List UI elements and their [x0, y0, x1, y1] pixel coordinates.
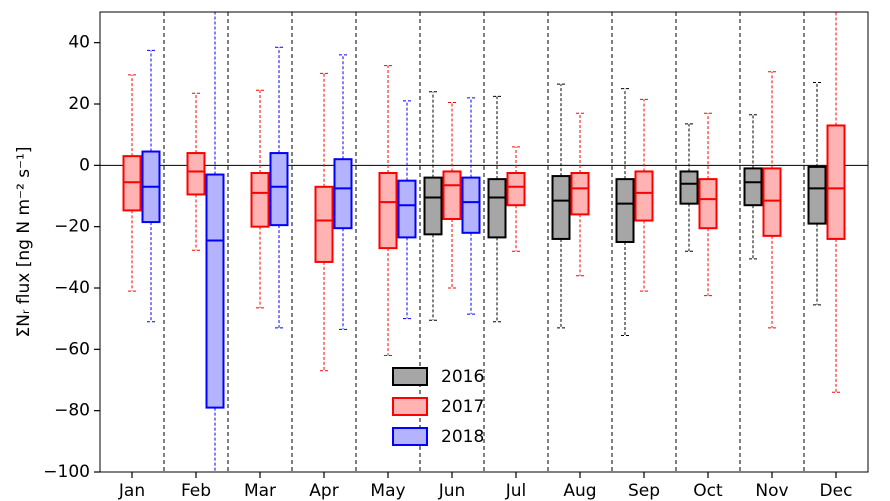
y-tick-label: −60 [54, 339, 90, 359]
box-group [743, 114, 763, 260]
x-tick-label: Apr [309, 481, 338, 501]
box [506, 172, 526, 207]
box [205, 173, 225, 409]
box [679, 170, 699, 205]
box [442, 170, 462, 220]
plot-area [100, 12, 868, 472]
box [807, 165, 827, 225]
legend-swatch [392, 397, 428, 416]
box [269, 152, 289, 227]
box [570, 172, 590, 216]
box-group [487, 95, 507, 323]
box [698, 178, 718, 230]
y-tick-label: 20 [68, 94, 90, 114]
box-group [205, 12, 225, 472]
legend-label: 2017 [441, 397, 484, 417]
box [397, 179, 417, 239]
box-group [378, 65, 398, 356]
x-tick-label: Feb [181, 481, 211, 501]
box-group [762, 71, 782, 329]
box [423, 176, 443, 236]
legend-label: 2016 [441, 367, 484, 387]
legend-label: 2018 [441, 427, 484, 447]
x-tick-label: Nov [755, 481, 788, 501]
x-tick-label: Jun [438, 481, 466, 501]
box [122, 155, 142, 212]
x-tick-label: Jul [505, 481, 527, 501]
box [250, 172, 270, 228]
y-tick-label: 40 [68, 33, 90, 53]
box-group [679, 123, 699, 252]
legend-swatch [392, 367, 428, 386]
box-group [250, 89, 270, 309]
box-group [570, 112, 590, 277]
box-group [122, 74, 142, 292]
y-tick-label: −100 [43, 462, 90, 482]
y-tick-label: −20 [54, 217, 90, 237]
box [762, 167, 782, 237]
box-group [698, 112, 718, 297]
box [551, 175, 571, 240]
box-group [397, 100, 417, 320]
x-tick-label: Dec [820, 481, 853, 501]
box-group [423, 91, 443, 321]
y-axis-label: ΣNᵣ flux [ng N m⁻² s⁻¹] [14, 147, 34, 338]
box-group [314, 72, 334, 372]
box [634, 170, 654, 222]
plot-frame [99, 11, 869, 473]
box [615, 178, 635, 243]
box-group [141, 49, 161, 323]
box-group [807, 82, 827, 306]
box-group [333, 54, 353, 330]
x-tick-label: May [370, 481, 405, 501]
box-group [551, 83, 571, 329]
box [333, 158, 353, 230]
legend-swatch [392, 427, 428, 446]
box-group [634, 98, 654, 292]
box-group [186, 92, 206, 251]
x-tick-label: Jan [118, 481, 145, 501]
box [826, 124, 846, 240]
y-tick-label: 0 [79, 155, 90, 175]
y-tick-label: −40 [54, 278, 90, 298]
box-group [506, 146, 526, 252]
box [314, 185, 334, 263]
box-group [269, 46, 289, 329]
y-tick-label: −80 [54, 401, 90, 421]
x-tick-label: Oct [693, 481, 723, 501]
x-tick-label: Sep [628, 481, 660, 501]
box [743, 167, 763, 207]
box [487, 178, 507, 239]
box [186, 152, 206, 196]
box-group [826, 12, 846, 393]
x-tick-label: Aug [563, 481, 596, 501]
box [378, 172, 398, 250]
x-tick-label: Mar [244, 481, 276, 501]
box-group [461, 97, 481, 315]
box-group [615, 88, 635, 337]
box-group [442, 101, 462, 289]
box [461, 176, 481, 234]
